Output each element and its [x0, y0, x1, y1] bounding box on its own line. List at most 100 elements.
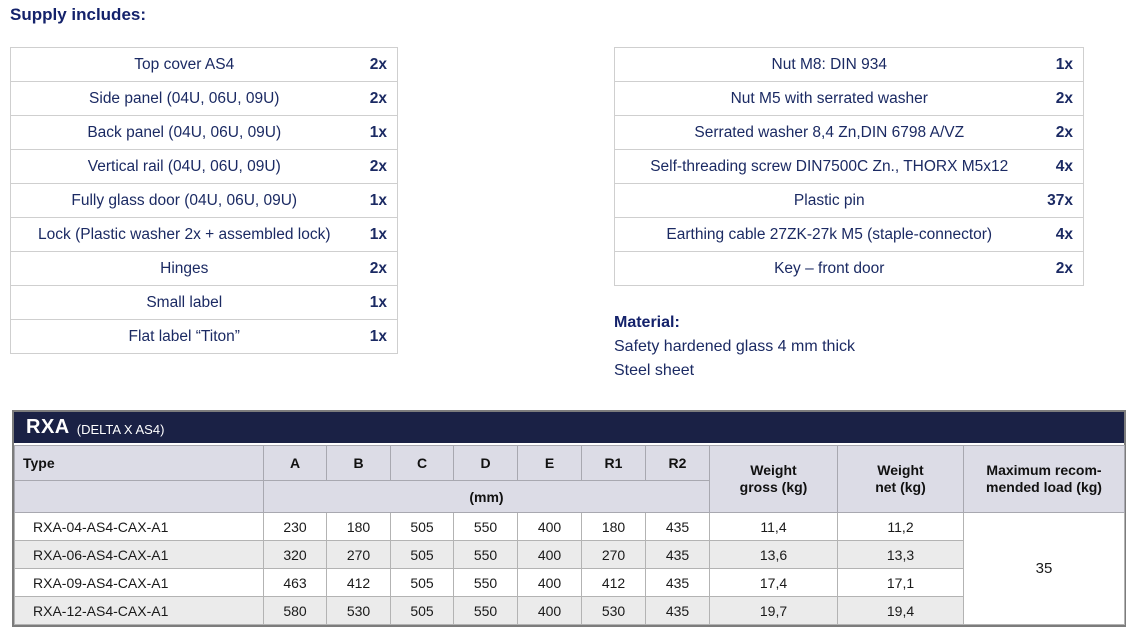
spec-weight-gross: 19,7	[709, 596, 838, 625]
table-row: Serrated washer 8,4 Zn,DIN 6798 A/VZ 2x	[614, 115, 1084, 150]
spec-d: 550	[453, 512, 518, 541]
supply-qty: 1x	[353, 285, 398, 320]
spec-r2: 435	[645, 568, 710, 597]
spec-table-title: RXA	[26, 416, 70, 438]
page-title: Supply includes:	[10, 5, 147, 24]
spec-table-banner: RXA (DELTA X AS4)	[14, 412, 1124, 445]
table-row: RXA-12-AS4-CAX-A1 580 530 505 550 400 53…	[14, 596, 1125, 625]
spec-e: 400	[517, 512, 582, 541]
supply-item: Back panel (04U, 06U, 09U)	[10, 115, 354, 150]
table-row: Back panel (04U, 06U, 09U) 1x	[10, 115, 398, 150]
spec-r2: 435	[645, 596, 710, 625]
supply-qty: 2x	[1039, 251, 1084, 286]
spec-a: 580	[263, 596, 327, 625]
spec-r2: 435	[645, 540, 710, 569]
col-header-weight-net: Weight net (kg)	[837, 445, 964, 513]
table-row: Fully glass door (04U, 06U, 09U) 1x	[10, 183, 398, 218]
spec-weight-gross: 13,6	[709, 540, 838, 569]
col-header-max-load: Maximum recom-mended load (kg)	[963, 445, 1125, 513]
table-row: Nut M5 with serrated washer 2x	[614, 81, 1084, 116]
supply-item: Plastic pin	[614, 183, 1040, 218]
col-header-b: B	[326, 445, 391, 481]
spec-table-subtitle: (DELTA X AS4)	[76, 421, 165, 437]
spec-max-load: 35	[963, 512, 1125, 625]
spec-type: RXA-04-AS4-CAX-A1	[14, 512, 264, 541]
spec-c: 505	[390, 540, 454, 569]
table-row: Flat label “Titon” 1x	[10, 319, 398, 354]
spec-a: 463	[263, 568, 327, 597]
spec-r1: 412	[581, 568, 646, 597]
spec-b: 530	[326, 596, 391, 625]
supply-qty: 4x	[1039, 217, 1084, 252]
supply-item: Flat label “Titon”	[10, 319, 354, 354]
supply-item: Hinges	[10, 251, 354, 286]
supply-qty: 2x	[353, 81, 398, 116]
col-header-c: C	[390, 445, 454, 481]
spec-b: 412	[326, 568, 391, 597]
supply-qty: 2x	[353, 47, 398, 82]
supply-item: Small label	[10, 285, 354, 320]
spec-weight-net: 17,1	[837, 568, 964, 597]
supply-qty: 1x	[1039, 47, 1084, 82]
col-header-r2: R2	[645, 445, 710, 481]
spec-table: Type A B C D E R1 R2 Weight gross (kg) We…	[14, 445, 1125, 625]
supply-item: Vertical rail (04U, 06U, 09U)	[10, 149, 354, 184]
supply-qty: 2x	[353, 251, 398, 286]
supply-qty: 2x	[353, 149, 398, 184]
supply-item: Earthing cable 27ZK-27k M5 (staple-conne…	[614, 217, 1040, 252]
spec-weight-gross: 11,4	[709, 512, 838, 541]
supply-item: Fully glass door (04U, 06U, 09U)	[10, 183, 354, 218]
col-header-type: Type	[14, 445, 264, 481]
spec-weight-gross: 17,4	[709, 568, 838, 597]
table-row: RXA-09-AS4-CAX-A1 463 412 505 550 400 41…	[14, 568, 1125, 597]
spec-table-section: RXA (DELTA X AS4) Type A B C D E R1 R2 W…	[12, 410, 1126, 627]
spec-d: 550	[453, 568, 518, 597]
header-line: Maximum recom-	[986, 462, 1102, 478]
supply-item: Self-threading screw DIN7500C Zn., THORX…	[614, 149, 1040, 184]
spec-weight-net: 11,2	[837, 512, 964, 541]
spec-type: RXA-06-AS4-CAX-A1	[14, 540, 264, 569]
header-line: mended load (kg)	[986, 479, 1102, 495]
spec-weight-net: 19,4	[837, 596, 964, 625]
table-row: Top cover AS4 2x	[10, 47, 398, 82]
table-row: Earthing cable 27ZK-27k M5 (staple-conne…	[614, 217, 1084, 252]
supply-qty: 4x	[1039, 149, 1084, 184]
spec-type: RXA-09-AS4-CAX-A1	[14, 568, 264, 597]
supply-qty: 1x	[353, 217, 398, 252]
col-header-e: E	[517, 445, 582, 481]
spec-a: 320	[263, 540, 327, 569]
table-row: Self-threading screw DIN7500C Zn., THORX…	[614, 149, 1084, 184]
header-line: net (kg)	[875, 479, 926, 495]
spec-r1: 180	[581, 512, 646, 541]
header-line: gross (kg)	[739, 479, 808, 495]
col-header-weight-gross: Weight gross (kg)	[709, 445, 838, 513]
spec-weight-net: 13,3	[837, 540, 964, 569]
header-line: Weight	[877, 462, 924, 478]
supply-item: Serrated washer 8,4 Zn,DIN 6798 A/VZ	[614, 115, 1040, 150]
supply-qty: 1x	[353, 115, 398, 150]
col-header-d: D	[453, 445, 518, 481]
table-row: Nut M8: DIN 934 1x	[614, 47, 1084, 82]
table-row: Side panel (04U, 06U, 09U) 2x	[10, 81, 398, 116]
table-row: RXA-04-AS4-CAX-A1 230 180 505 550 400 18…	[14, 512, 1125, 625]
material-line: Safety hardened glass 4 mm thick	[614, 338, 856, 355]
supply-table-left: Top cover AS4 2x Side panel (04U, 06U, 09…	[10, 47, 398, 354]
table-row: Hinges 2x	[10, 251, 398, 286]
spec-a: 230	[263, 512, 327, 541]
spec-d: 550	[453, 540, 518, 569]
material-section: Material: Safety hardened glass 4 mm thi…	[614, 311, 855, 383]
material-heading: Material:	[614, 314, 680, 331]
table-row: Lock (Plastic washer 2x + assembled lock…	[10, 217, 398, 252]
header-line: Weight	[750, 462, 797, 478]
material-line: Steel sheet	[614, 362, 695, 379]
supply-qty: 2x	[1039, 81, 1084, 116]
spec-r1: 270	[581, 540, 646, 569]
spec-header-row: Type A B C D E R1 R2 Weight gross (kg) We…	[14, 445, 1125, 513]
spec-d: 550	[453, 596, 518, 625]
supply-item: Nut M5 with serrated washer	[614, 81, 1040, 116]
unit-header-cell: (mm)	[263, 480, 710, 513]
supply-item: Key – front door	[614, 251, 1040, 286]
spec-c: 505	[390, 568, 454, 597]
supply-qty: 37x	[1039, 183, 1084, 218]
spec-r1: 530	[581, 596, 646, 625]
